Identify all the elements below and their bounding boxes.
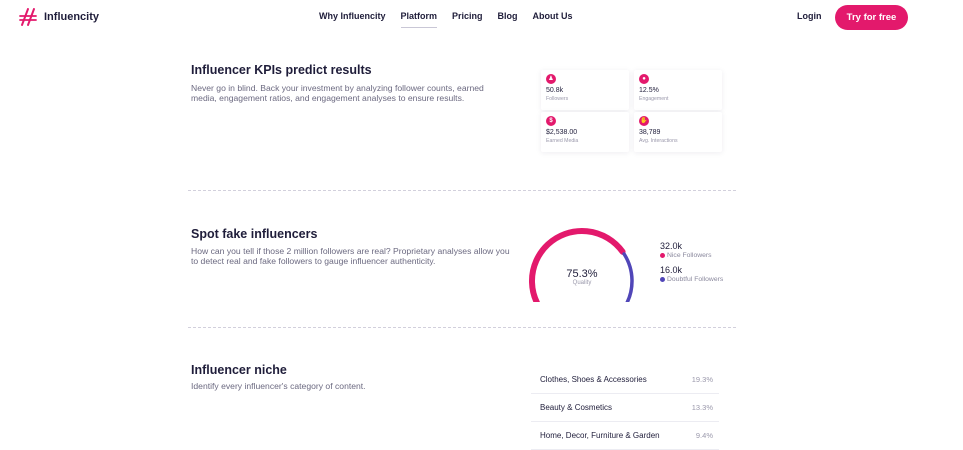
nav-link-pricing[interactable]: Pricing (452, 11, 483, 21)
niche-row: Beauty & Cosmetics 13.3% (531, 394, 719, 422)
hand-icon: ✋ (639, 116, 649, 126)
kpi-value: $2,538.00 (546, 129, 578, 136)
nav-link-blog[interactable]: Blog (497, 11, 518, 21)
kpi-value: 12.5% (639, 87, 659, 94)
logo[interactable]: Influencity (18, 7, 99, 27)
gauge-value: 75.3% (566, 268, 598, 280)
niche-percent: 9.4% (695, 431, 713, 440)
kpi-card-earned-media: $ $2,538.00 Earned Media (541, 112, 629, 152)
section-divider (188, 190, 736, 191)
followers-icon: ♟ (546, 74, 556, 84)
fake-section-title: Spot fake influencers (191, 227, 318, 241)
nice-followers-value: 32.0k (660, 241, 683, 251)
doubtful-followers-dot (660, 277, 665, 282)
kpi-value: 50.8k (546, 87, 564, 94)
kpi-card-followers: ♟ 50.8k Followers (541, 70, 629, 110)
kpi-label: Avg. Interactions (639, 138, 678, 144)
influencity-logo-icon (19, 8, 37, 26)
kpi-card-avg-interactions: ✋ 38,789 Avg. Interactions (634, 112, 722, 152)
doubtful-followers-value: 16.0k (660, 265, 683, 275)
niche-section-title: Influencer niche (191, 363, 287, 377)
section-divider (188, 327, 736, 328)
kpi-section-description: Never go in blind. Back your investment … (191, 83, 484, 103)
nav-link-why-influencity[interactable]: Why Influencity (319, 11, 386, 21)
fake-section-description: How can you tell if those 2 million foll… (191, 246, 510, 266)
niche-name: Clothes, Shoes & Accessories (540, 375, 647, 384)
gauge-label: Quality (572, 280, 592, 286)
try-for-free-button[interactable]: Try for free (835, 5, 908, 30)
kpi-label: Engagement (639, 96, 669, 102)
kpi-card-engagement: ● 12.5% Engagement (634, 70, 722, 110)
gauge-nice-arc (529, 227, 626, 302)
doubtful-followers-label: Doubtful Followers (667, 276, 724, 283)
brand-name: Influencity (44, 11, 100, 23)
gauge-doubtful-arc (622, 252, 634, 302)
kpi-label: Earned Media (546, 138, 579, 144)
login-link[interactable]: Login (797, 11, 822, 21)
kpi-label: Followers (546, 96, 569, 102)
niche-percent: 19.3% (691, 375, 713, 384)
nice-followers-legend: Nice Followers (660, 252, 712, 259)
nav-links: Why Influencity Platform Pricing Blog Ab… (319, 11, 588, 28)
niche-percent: 13.3% (691, 403, 713, 412)
niche-name: Beauty & Cosmetics (540, 403, 613, 412)
nice-followers-label: Nice Followers (667, 252, 712, 259)
doubtful-followers-legend: Doubtful Followers (660, 276, 723, 283)
top-navbar: Influencity Why Influencity Platform Pri… (0, 0, 963, 34)
niche-section-description: Identify every influencer's category of … (191, 381, 366, 391)
niche-name: Home, Decor, Furniture & Garden (540, 431, 660, 440)
niche-row: Home, Decor, Furniture & Garden 9.4% (531, 422, 719, 450)
engagement-icon: ● (639, 74, 649, 84)
dollar-icon: $ (546, 116, 556, 126)
nice-followers-dot (660, 253, 665, 258)
nav-link-platform[interactable]: Platform (400, 11, 438, 28)
quality-gauge (529, 227, 634, 302)
kpi-section-title: Influencer KPIs predict results (191, 63, 372, 77)
nav-link-about-us[interactable]: About Us (532, 11, 573, 21)
kpi-value: 38,789 (639, 129, 661, 136)
niche-row: Clothes, Shoes & Accessories 19.3% (531, 366, 719, 394)
